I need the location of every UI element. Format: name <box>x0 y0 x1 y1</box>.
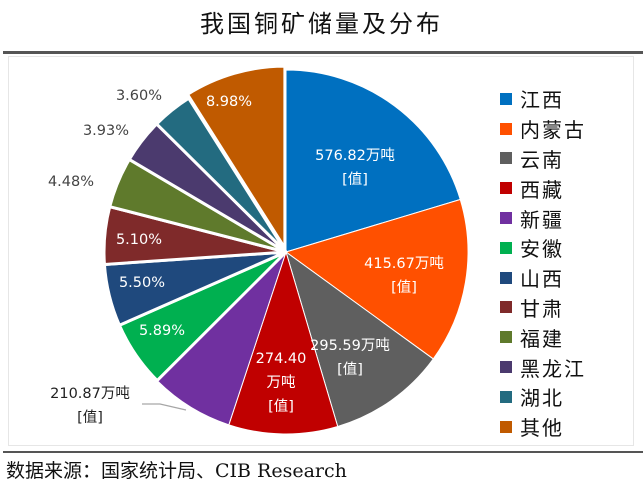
legend-item: 山西 <box>500 263 586 293</box>
legend-label: 安徽 <box>520 237 564 262</box>
pie-slice <box>228 251 339 435</box>
legend-label: 山西 <box>520 267 564 292</box>
pie-slice <box>285 251 434 427</box>
slice-data-label: 295.59万吨[值] <box>310 337 390 378</box>
legend-item: 福建 <box>500 322 586 352</box>
legend-item: 湖北 <box>500 382 586 412</box>
legend-label: 江西 <box>520 88 564 113</box>
slice-data-label: 3.93% <box>83 123 129 139</box>
top-divider <box>3 51 643 54</box>
legend-swatch-icon <box>500 152 512 165</box>
slice-data-label: 5.10% <box>116 232 162 248</box>
slice-data-label: 5.89% <box>139 323 185 339</box>
legend-item: 新疆 <box>500 203 586 233</box>
chart-title: 我国铜矿储量及分布 <box>200 10 443 38</box>
legend-swatch-icon <box>500 271 512 284</box>
legend-swatch-icon <box>500 122 512 135</box>
data-source-note: 数据来源：国家统计局、CIB Research <box>6 460 347 482</box>
slice-data-label: 415.67万吨[值] <box>364 255 444 296</box>
legend-label: 甘肃 <box>520 296 564 321</box>
legend-item: 黑龙江 <box>500 352 586 382</box>
bottom-divider <box>3 451 643 453</box>
legend-item: 其他 <box>500 412 586 442</box>
legend-swatch-icon <box>500 331 512 344</box>
legend-swatch-icon <box>500 241 512 254</box>
legend-label: 其他 <box>520 416 564 441</box>
pie-slice <box>186 64 287 250</box>
legend-item: 江西 <box>500 84 586 114</box>
legend-item: 内蒙古 <box>500 114 586 144</box>
slice-data-label: 5.50% <box>119 275 165 291</box>
legend-label: 福建 <box>520 326 564 351</box>
slice-data-label: 274.40 万吨[值] <box>256 351 307 415</box>
legend-label: 云南 <box>520 147 564 172</box>
chart-legend: 江西 内蒙古 云南 西藏 新疆 安徽 山西 甘肃 福建 黑龙江 湖北 其他 <box>500 84 586 442</box>
slice-data-label: 210.87万吨[值] <box>50 385 130 426</box>
legend-swatch-icon <box>500 212 512 225</box>
slice-data-label: 4.48% <box>48 174 94 190</box>
legend-item: 西藏 <box>500 173 586 203</box>
legend-swatch-icon <box>500 92 512 105</box>
legend-swatch-icon <box>500 182 512 195</box>
legend-item: 安徽 <box>500 233 586 263</box>
pie-slice <box>285 69 461 253</box>
legend-swatch-icon <box>500 301 512 314</box>
slice-data-label: 3.60% <box>116 88 162 104</box>
pie-slice <box>285 198 469 360</box>
slice-data-label: 8.98% <box>206 94 252 110</box>
legend-label: 内蒙古 <box>520 118 586 143</box>
legend-label: 黑龙江 <box>520 356 586 381</box>
legend-swatch-icon <box>500 361 512 374</box>
legend-item: 甘肃 <box>500 293 586 323</box>
legend-label: 新疆 <box>520 207 564 232</box>
legend-swatch-icon <box>500 420 512 433</box>
legend-swatch-icon <box>500 390 512 403</box>
legend-label: 西藏 <box>520 177 564 202</box>
leader-line <box>142 403 187 411</box>
legend-item: 云南 <box>500 144 586 174</box>
slice-data-label: 576.82万吨[值] <box>315 147 395 188</box>
legend-label: 湖北 <box>520 386 564 411</box>
